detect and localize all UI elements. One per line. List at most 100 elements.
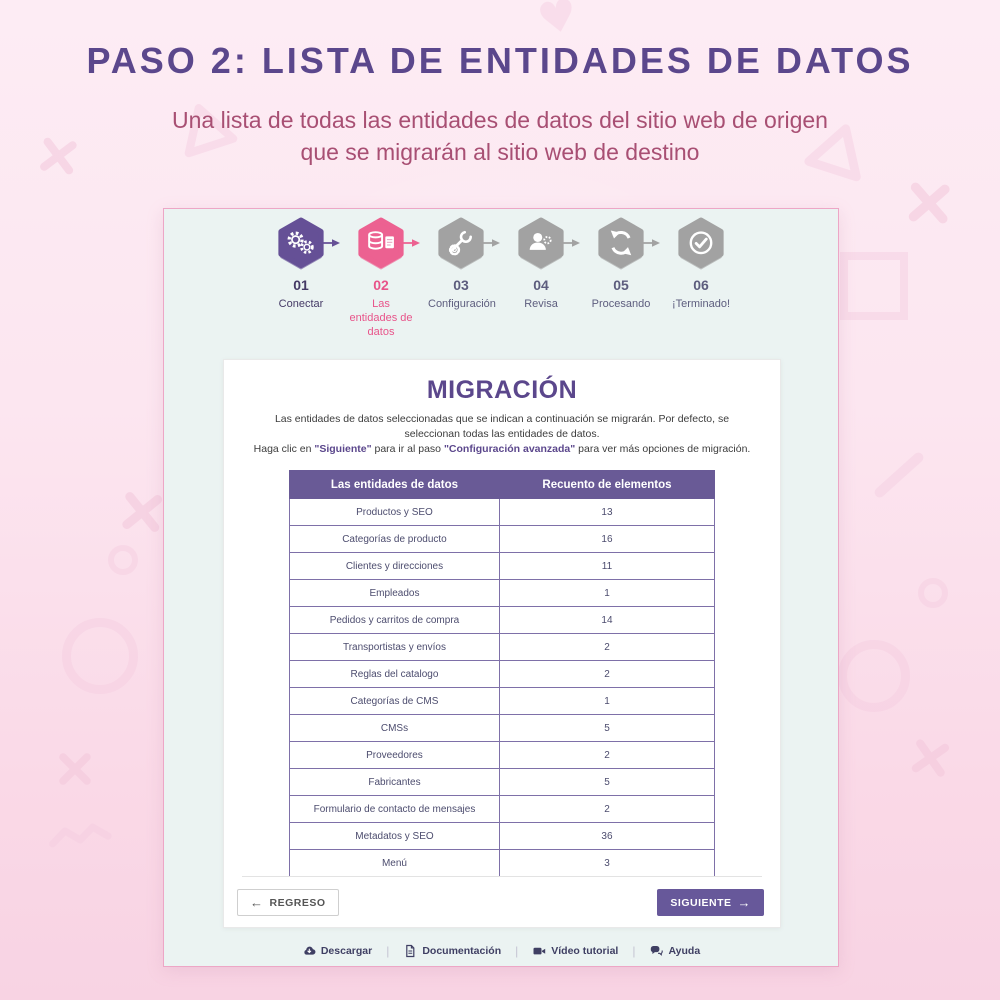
footer-separator: | bbox=[515, 944, 519, 958]
migration-description-line1: Las entidades de datos seleccionadas que… bbox=[274, 413, 730, 440]
migration-wizard-card: 01 Conectar 02 Las entidades de datos 03… bbox=[163, 208, 839, 967]
footer-link-documentaci-n[interactable]: Documentación bbox=[403, 944, 501, 958]
entities-table: Las entidades de datos Recuento de eleme… bbox=[289, 470, 716, 877]
table-row: Categorías de producto 16 bbox=[289, 525, 716, 553]
entity-count-cell: 1 bbox=[498, 579, 716, 607]
step-number: 03 bbox=[453, 277, 469, 293]
entity-count-cell: 2 bbox=[498, 660, 716, 688]
table-row: Pedidos y carritos de compra 14 bbox=[289, 606, 716, 634]
entity-name-cell: Categorías de producto bbox=[289, 525, 500, 553]
arrow-right-icon: → bbox=[737, 895, 751, 910]
footer-separator: | bbox=[632, 944, 636, 958]
decor-square-icon bbox=[840, 252, 908, 320]
table-row: CMSs 5 bbox=[289, 714, 716, 742]
page-subtitle-line2: que se migrarán al sitio web de destino bbox=[300, 139, 700, 165]
migration-panel: MIGRACIÓN Las entidades de datos selecci… bbox=[223, 359, 781, 928]
footer-link-label: Ayuda bbox=[668, 945, 701, 957]
entity-count-cell: 2 bbox=[498, 633, 716, 661]
step-arrow-icon bbox=[556, 239, 580, 247]
footer-links: Descargar | Documentación | Vídeo tutorial | A… bbox=[164, 944, 838, 958]
entity-count-cell: 11 bbox=[498, 552, 716, 580]
table-row: Proveedores 2 bbox=[289, 741, 716, 769]
step-arrow-icon bbox=[636, 239, 660, 247]
stepper-step-06[interactable]: 06 ¡Terminado! bbox=[661, 217, 741, 339]
document-icon bbox=[406, 944, 415, 958]
step-label: Las entidades de datos bbox=[349, 298, 413, 338]
entity-name-cell: Clientes y direcciones bbox=[289, 552, 500, 580]
configuracion-avanzada-keyword: "Configuración avanzada" bbox=[443, 443, 576, 455]
entity-name-cell: Proveedores bbox=[289, 741, 500, 769]
decor-slash-icon bbox=[872, 450, 926, 500]
footer-separator: | bbox=[386, 944, 390, 958]
table-row: Fabricantes 5 bbox=[289, 768, 716, 796]
migration-heading: MIGRACIÓN bbox=[426, 376, 578, 404]
footer-link-ayuda[interactable]: Ayuda bbox=[649, 944, 700, 958]
table-row: Transportistas y envíos 2 bbox=[289, 633, 716, 661]
stepper-step-03[interactable]: 03 Configuración bbox=[421, 217, 501, 339]
step-number: 06 bbox=[693, 277, 709, 293]
entity-name-cell: Menú bbox=[289, 849, 500, 877]
entity-count-cell: 36 bbox=[498, 822, 716, 850]
table-row: Reglas del catalogo 2 bbox=[289, 660, 716, 688]
table-row: Categorías de CMS 1 bbox=[289, 687, 716, 715]
entity-name-cell: Fabricantes bbox=[289, 768, 500, 796]
stepper-step-01[interactable]: 01 Conectar bbox=[261, 217, 341, 339]
count-column-header: Recuento de elementos bbox=[498, 470, 716, 499]
entity-count-cell: 3 bbox=[498, 849, 716, 877]
decor-zigzag-icon bbox=[46, 820, 113, 856]
step-label: ¡Terminado! bbox=[671, 298, 731, 310]
entity-name-cell: Categorías de CMS bbox=[289, 687, 500, 715]
step-number: 01 bbox=[293, 277, 309, 293]
next-button[interactable]: SIGUIENTE → bbox=[657, 889, 764, 916]
stepper-step-04[interactable]: 04 Revisa bbox=[501, 217, 581, 339]
footer-link-v-deo-tutorial[interactable]: Vídeo tutorial bbox=[532, 944, 618, 958]
decor-circle-icon bbox=[62, 618, 138, 694]
migration-description-line2: Haga clic en bbox=[253, 443, 315, 455]
decor-circle-icon bbox=[918, 578, 948, 608]
step-arrow-icon bbox=[316, 239, 340, 247]
decor-x-icon bbox=[120, 490, 164, 539]
entity-count-cell: 1 bbox=[498, 687, 716, 715]
step-arrow-icon bbox=[396, 239, 420, 247]
entity-name-cell: Transportistas y envíos bbox=[289, 633, 500, 661]
table-row: Clientes y direcciones 11 bbox=[289, 552, 716, 580]
decor-x-icon bbox=[909, 737, 952, 784]
entity-name-cell: CMSs bbox=[289, 714, 500, 742]
stepper-step-02[interactable]: 02 Las entidades de datos bbox=[341, 217, 421, 339]
entity-count-cell: 16 bbox=[498, 525, 716, 553]
entity-count-cell: 2 bbox=[498, 795, 716, 823]
step-number: 02 bbox=[373, 277, 389, 293]
table-row: Metadatos y SEO 36 bbox=[289, 822, 716, 850]
table-row: Formulario de contacto de mensajes 2 bbox=[289, 795, 716, 823]
step-label: Conectar bbox=[278, 298, 324, 310]
decor-circle-icon bbox=[108, 545, 138, 575]
decor-x-icon bbox=[906, 181, 951, 231]
arrow-left-icon: ← bbox=[250, 895, 264, 910]
entity-name-cell: Productos y SEO bbox=[289, 498, 500, 526]
step-number: 04 bbox=[533, 277, 549, 293]
footer-link-descargar[interactable]: Descargar bbox=[302, 944, 372, 958]
siguiente-keyword: "Siguiente" bbox=[314, 443, 372, 455]
step-arrow-icon bbox=[476, 239, 500, 247]
footer-link-label: Documentación bbox=[422, 945, 502, 957]
actions-bar: ← REGRESO SIGUIENTE → bbox=[237, 889, 764, 916]
table-row: Empleados 1 bbox=[289, 579, 716, 607]
video-icon bbox=[533, 947, 546, 955]
entity-count-cell: 14 bbox=[498, 606, 716, 634]
entities-table-body: Productos y SEO 13 Categorías de producto 1… bbox=[289, 498, 716, 877]
decor-x-icon bbox=[58, 752, 92, 791]
entity-count-cell: 13 bbox=[498, 498, 716, 526]
step-label: Revisa bbox=[524, 298, 558, 310]
stepper-step-05[interactable]: 05 Procesando bbox=[581, 217, 661, 339]
back-button-label: REGRESO bbox=[269, 896, 326, 909]
next-button-label: SIGUIENTE bbox=[670, 896, 732, 909]
entity-count-cell: 5 bbox=[498, 768, 716, 796]
back-button[interactable]: ← REGRESO bbox=[237, 889, 339, 916]
entity-count-cell: 2 bbox=[498, 741, 716, 769]
check-icon bbox=[678, 217, 724, 270]
download-icon bbox=[304, 946, 316, 955]
step-label: Configuración bbox=[428, 298, 496, 310]
step-label: Procesando bbox=[591, 298, 651, 310]
decor-circle-icon bbox=[838, 640, 910, 712]
entity-name-cell: Formulario de contacto de mensajes bbox=[289, 795, 500, 823]
